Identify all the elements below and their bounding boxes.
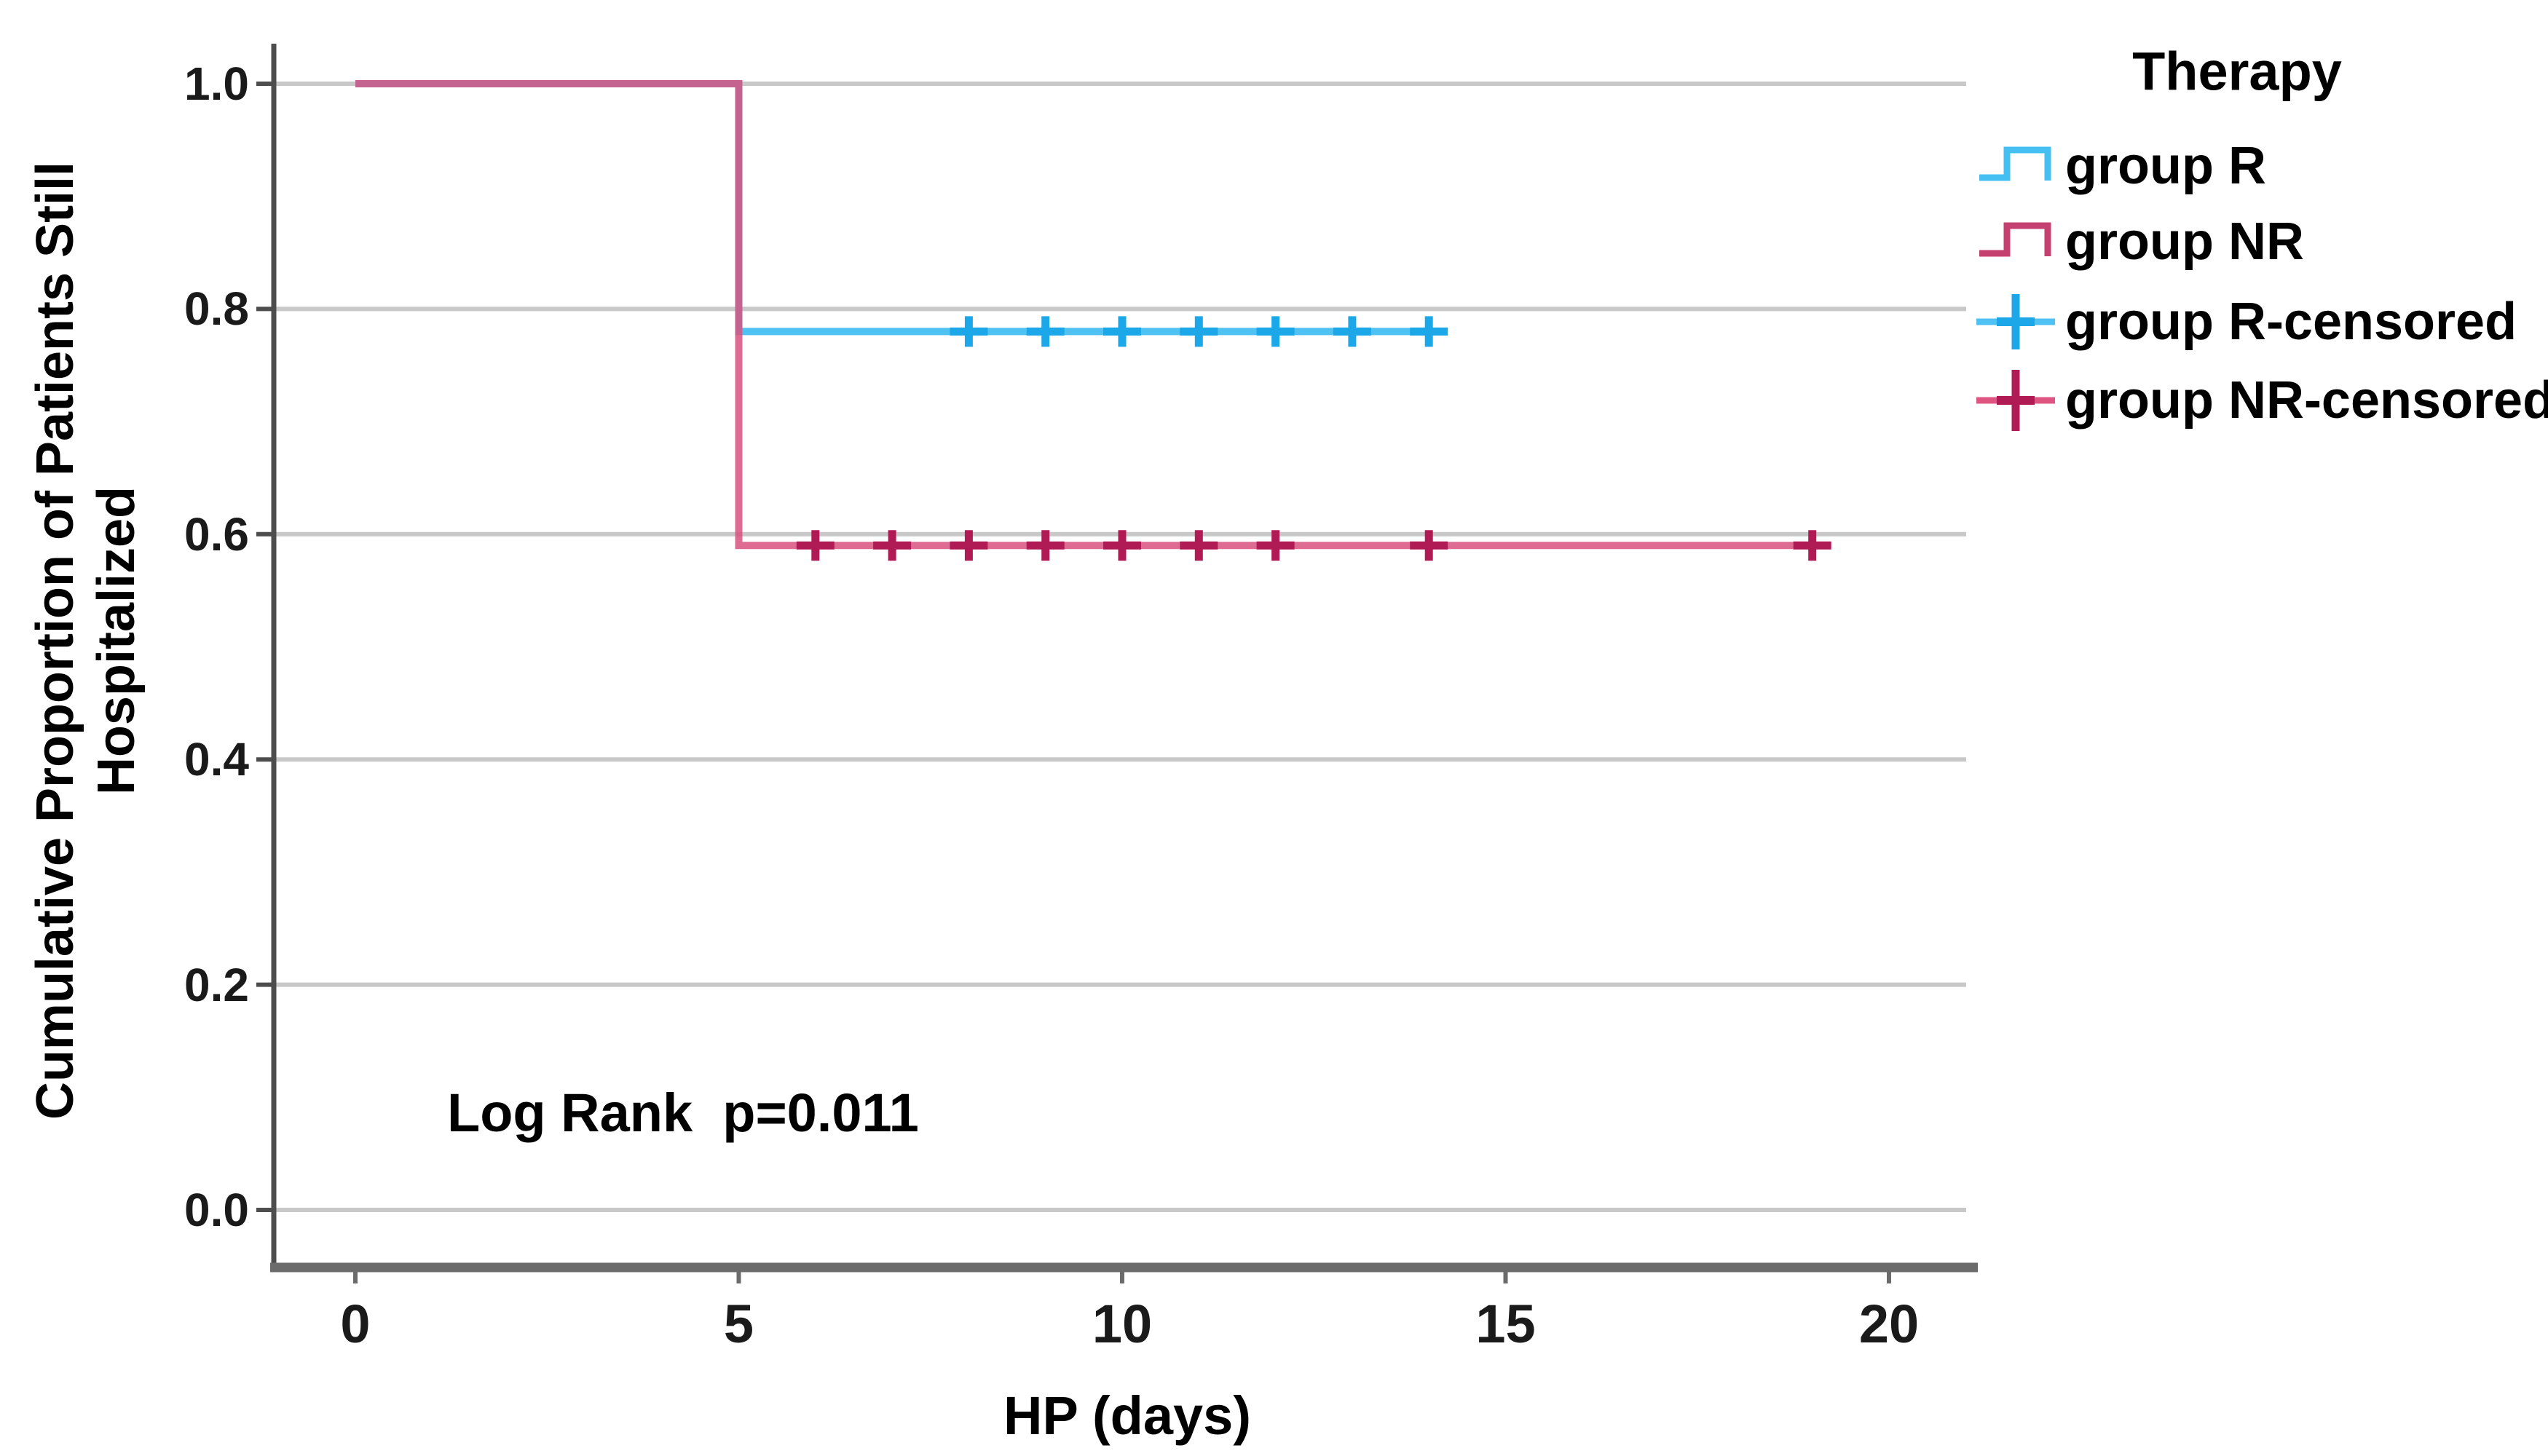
series-line-group-r bbox=[355, 80, 1429, 336]
series-line-group-nr bbox=[355, 80, 1813, 550]
